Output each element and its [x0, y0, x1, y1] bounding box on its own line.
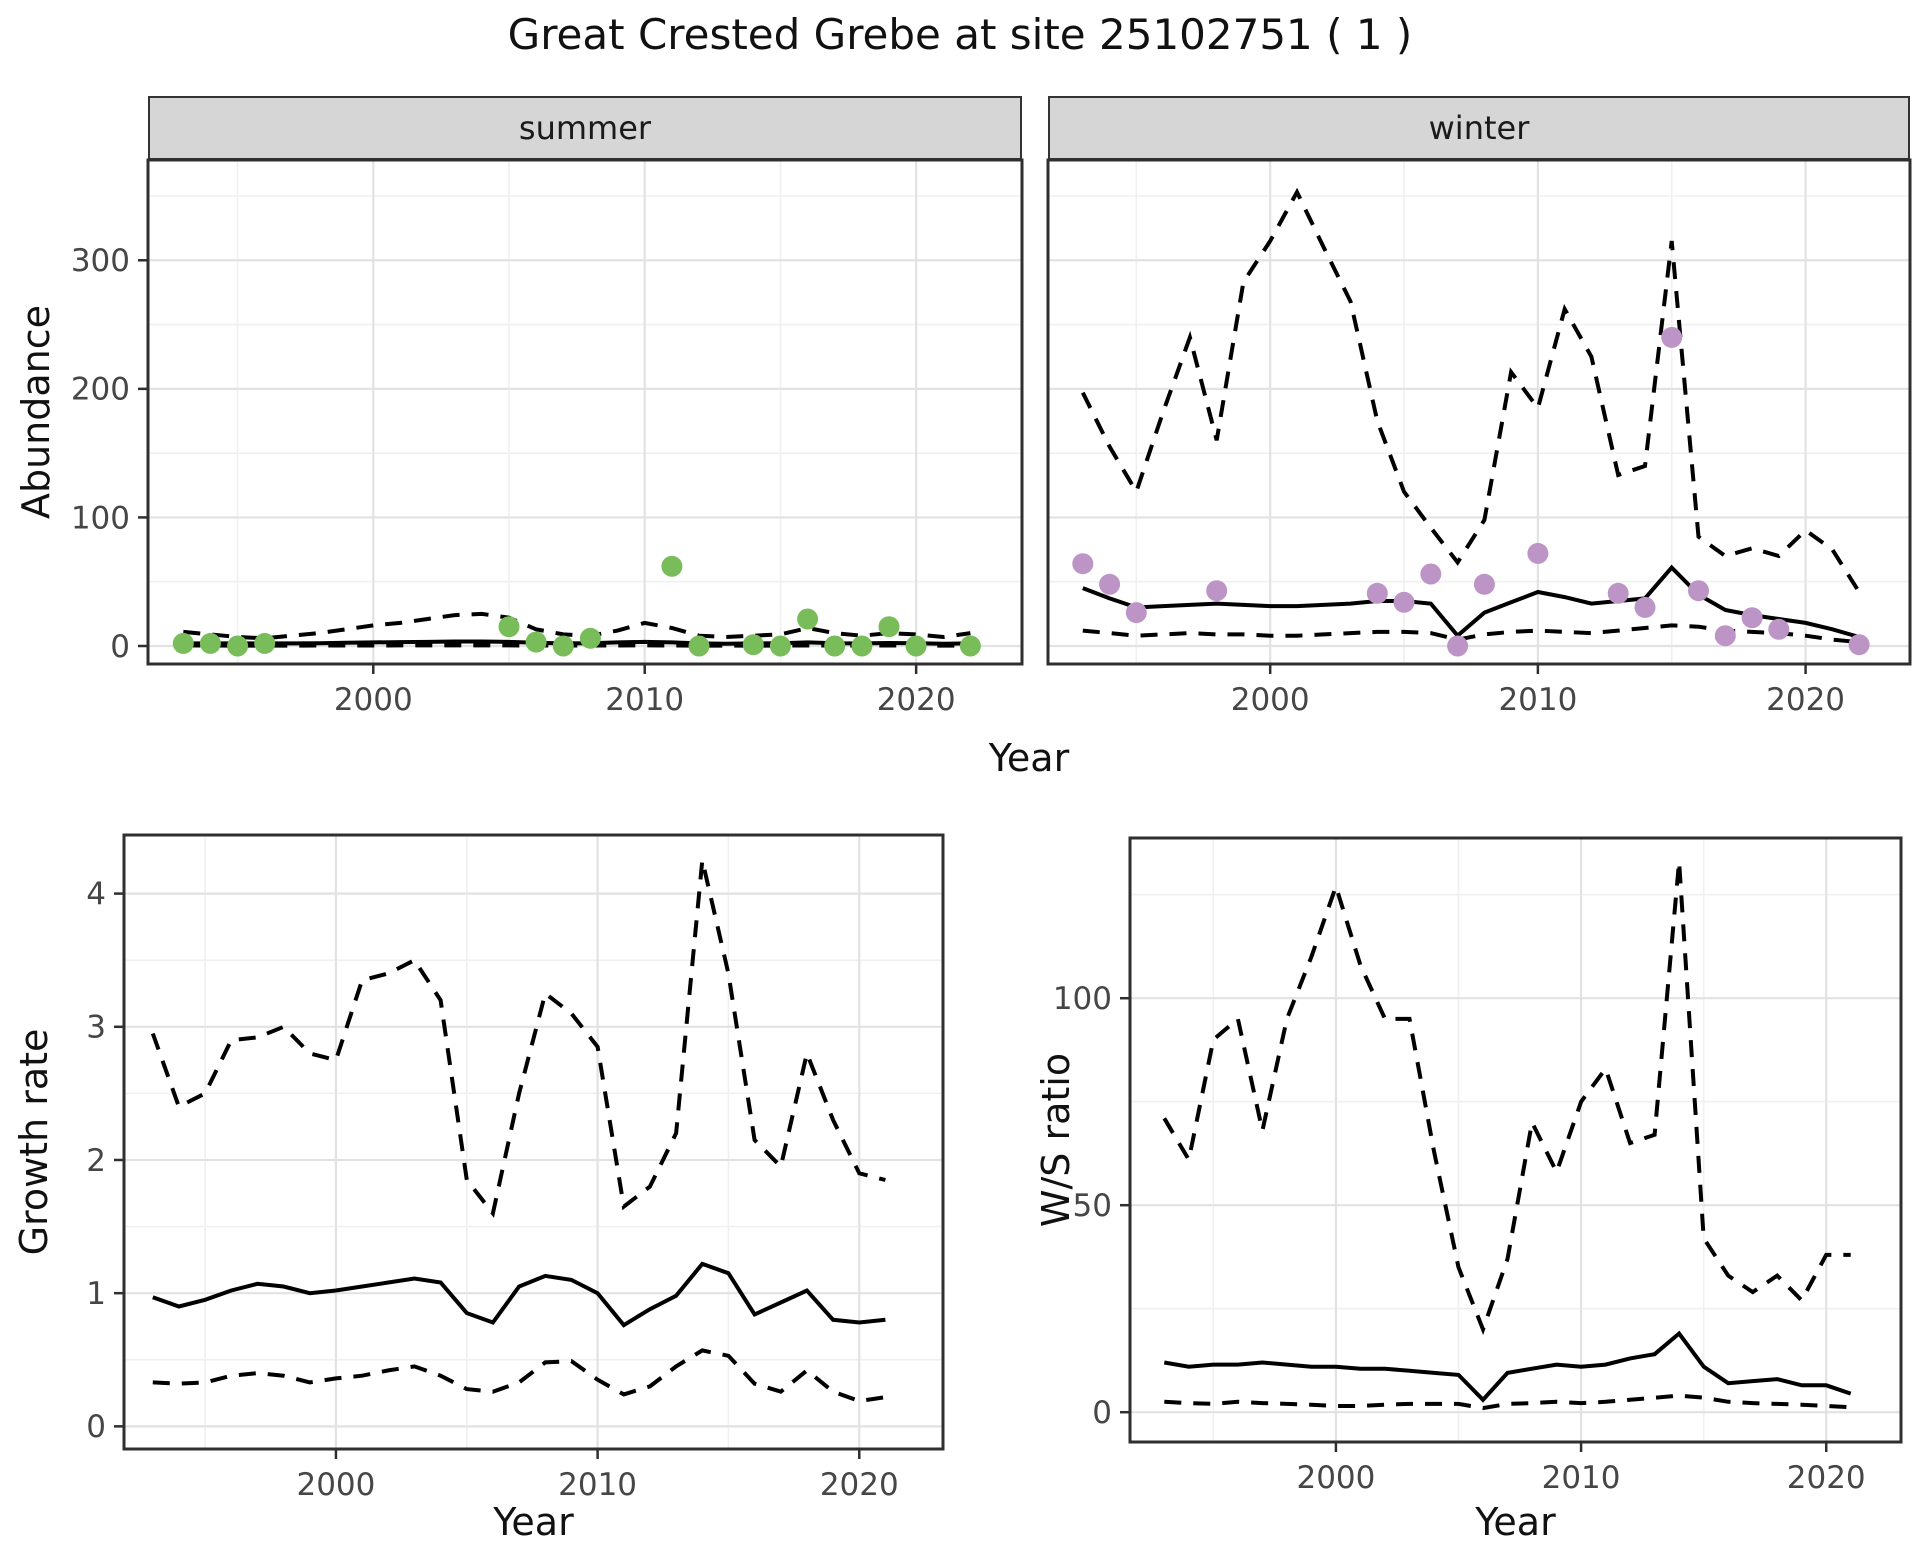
summer_counts-point — [851, 635, 873, 657]
lower_ci-line — [1164, 1393, 1851, 1411]
panel-border — [146, 158, 1024, 666]
summer_counts-point — [498, 616, 520, 638]
summer_counts-point — [254, 632, 276, 654]
x-tick-label: 2010 — [1542, 1460, 1621, 1496]
y-tick-label: 0 — [110, 629, 130, 665]
summer_counts-point — [878, 616, 900, 638]
winter_counts-point — [1206, 580, 1228, 602]
winter_counts-point — [1527, 542, 1549, 564]
y-tick-label: 100 — [1053, 981, 1112, 1017]
y-tick-label: 200 — [71, 372, 130, 408]
winter_counts-point — [1072, 553, 1094, 575]
x-axis-title-growth: Year — [493, 1500, 574, 1544]
panel-abundance-winter: 2000 2010 2020 — [1046, 158, 1912, 718]
summer_counts-point — [769, 635, 791, 657]
summer_counts-point — [742, 634, 764, 656]
facet-strip-winter-label: winter — [1428, 109, 1530, 147]
summer_counts-point — [959, 635, 981, 657]
summer_counts-point — [552, 635, 574, 657]
x-tick-label: 2000 — [1231, 682, 1310, 718]
winter_counts-point — [1848, 634, 1870, 656]
median-line — [1082, 564, 1860, 639]
x-tick-label: 2020 — [877, 682, 956, 718]
winter_counts-point — [1634, 596, 1656, 618]
winter_counts-point — [1447, 635, 1469, 657]
winter_counts-point — [1099, 573, 1121, 595]
summer_counts-point — [688, 635, 710, 657]
upper_ci-line — [1162, 861, 1851, 1336]
y-tick-label: 50 — [1073, 1188, 1112, 1224]
x-tick-label: 2020 — [1766, 682, 1845, 718]
summer_counts-point — [579, 627, 601, 649]
facet-strip-summer: summer — [148, 96, 1022, 160]
winter_counts-point — [1768, 618, 1790, 640]
winter_counts-point — [1714, 625, 1736, 647]
median-line — [152, 1261, 886, 1328]
y-tick-label: 0 — [1092, 1395, 1112, 1431]
x-tick-label: 2020 — [820, 1467, 899, 1503]
facet-strip-winter: winter — [1048, 96, 1910, 160]
winter_counts-point — [1741, 607, 1763, 629]
y-tick-label: 4 — [86, 876, 106, 912]
x-tick-label: 2010 — [1498, 682, 1577, 718]
summer_counts-point — [797, 608, 819, 630]
y-tick-label: 300 — [71, 243, 130, 279]
winter_counts-point — [1366, 582, 1388, 604]
upper_ci-line — [1081, 187, 1861, 594]
summer_counts-point — [227, 635, 249, 657]
x-tick-label: 2000 — [334, 682, 413, 718]
winter_counts-point — [1420, 563, 1442, 585]
summer_counts-point — [172, 632, 194, 654]
panel-border — [1046, 158, 1912, 666]
winter_counts-point — [1607, 582, 1629, 604]
lower_ci-line — [152, 1348, 886, 1404]
summer_counts-point — [661, 555, 683, 577]
panel-border — [1128, 836, 1903, 1444]
upper_ci-line — [150, 859, 886, 1218]
facet-strip-summer-label: summer — [518, 109, 652, 147]
x-axis-title-ws: Year — [1475, 1500, 1556, 1544]
x-tick-label: 2010 — [558, 1467, 637, 1503]
y-tick-label: 100 — [71, 500, 130, 536]
x-tick-label: 2000 — [296, 1467, 375, 1503]
upper_ci-line — [183, 611, 971, 641]
chart-title: Great Crested Grebe at site 25102751 ( 1… — [507, 10, 1413, 59]
median-line — [1163, 1330, 1852, 1403]
panel-growth-rate: 2000 2010 2020 0 1 2 3 4 — [86, 833, 945, 1503]
winter_counts-point — [1473, 573, 1495, 595]
y-tick-label: 3 — [86, 1010, 106, 1046]
y-tick-label: 2 — [86, 1143, 106, 1179]
x-tick-label: 2010 — [605, 682, 684, 718]
winter_counts-point — [1661, 326, 1683, 348]
winter_counts-point — [1125, 602, 1147, 624]
summer_counts-point — [905, 635, 927, 657]
panel-border — [122, 833, 945, 1451]
summer_counts-point — [525, 631, 547, 653]
x-tick-label: 2000 — [1296, 1460, 1375, 1496]
summer_counts-point — [824, 635, 846, 657]
y-tick-label: 0 — [86, 1409, 106, 1445]
x-axis-title-top: Year — [988, 736, 1070, 780]
lower_ci-line — [1082, 623, 1860, 645]
winter_counts-point — [1393, 591, 1415, 613]
panel-abundance-summer: 2000 2010 2020 0 100 200 300 — [71, 158, 1024, 718]
panel-ws-ratio: 2000 2010 2020 0 50 100 — [1053, 836, 1903, 1496]
y-tick-label: 1 — [86, 1276, 106, 1312]
winter_counts-point — [1688, 580, 1709, 602]
x-tick-label: 2020 — [1787, 1460, 1866, 1496]
summer_counts-point — [199, 632, 221, 654]
